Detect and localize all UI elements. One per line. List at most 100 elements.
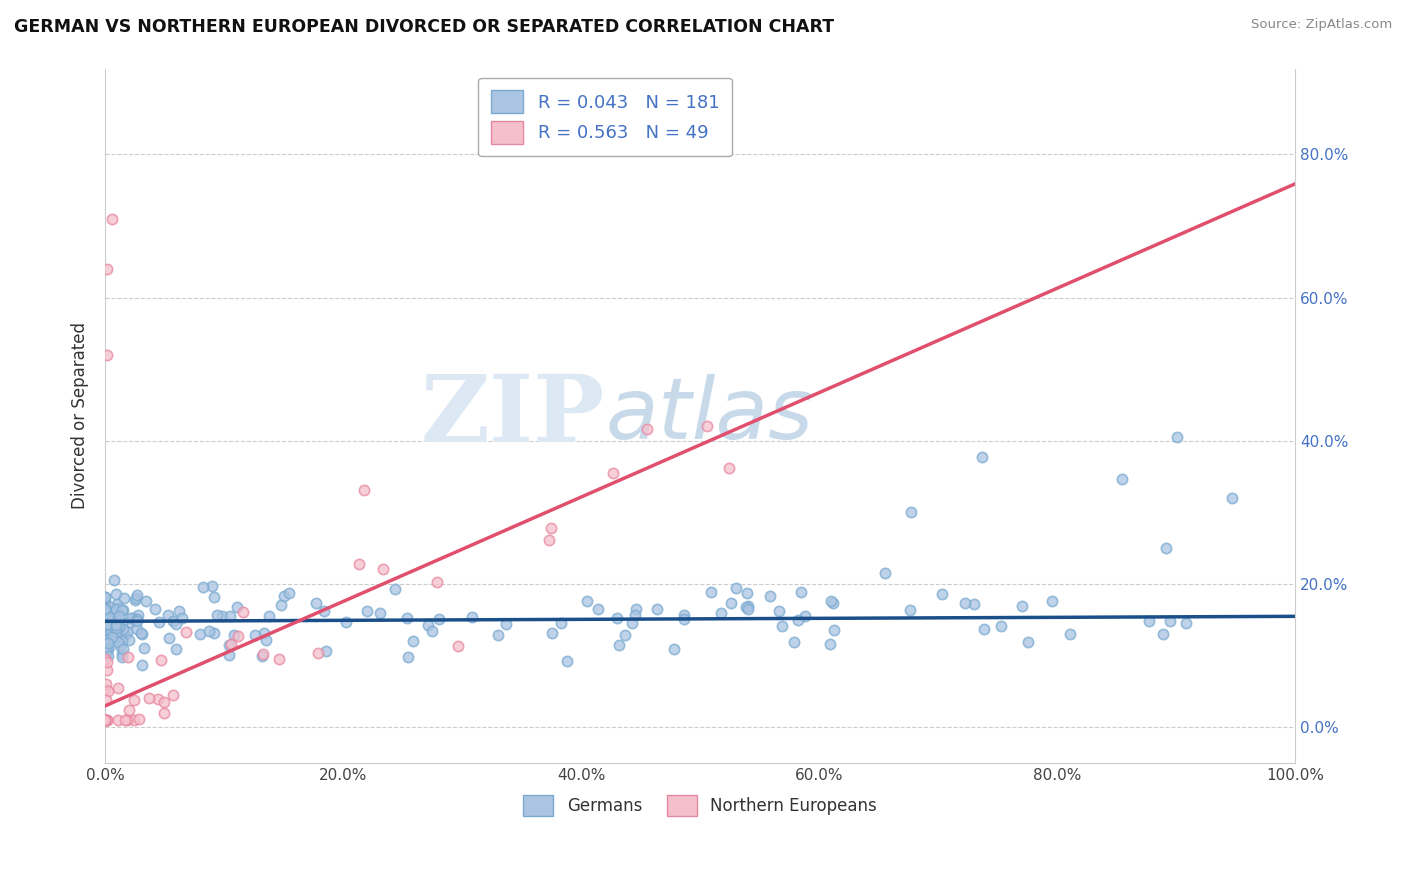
Point (107, 635, 129, 649)
Point (735, 586, 758, 600)
Point (153, 695, 176, 709)
Point (623, 607, 645, 622)
Point (110, 647, 132, 661)
Point (162, 614, 184, 628)
Point (205, 608, 228, 623)
Text: ZIP: ZIP (420, 371, 605, 461)
Point (662, 641, 685, 656)
Point (224, 627, 246, 641)
Point (315, 644, 337, 658)
Point (105, 597, 128, 611)
Point (972, 450, 994, 464)
Point (193, 580, 215, 594)
Point (335, 615, 357, 629)
Point (107, 713, 129, 727)
Point (416, 618, 439, 632)
Point (624, 601, 647, 615)
Point (770, 618, 793, 632)
Point (94, 648, 117, 663)
Point (165, 641, 187, 656)
Point (100, 211, 122, 226)
Point (673, 608, 696, 623)
Point (219, 637, 242, 651)
Point (105, 625, 128, 640)
Point (219, 608, 242, 623)
Point (118, 632, 141, 647)
Point (103, 574, 125, 588)
Point (447, 639, 470, 653)
Point (148, 615, 170, 629)
Point (167, 604, 190, 618)
Point (94, 713, 117, 727)
Point (120, 611, 142, 625)
Point (100, 622, 122, 636)
Point (94, 633, 117, 648)
Point (96, 611, 118, 625)
Point (94, 677, 117, 691)
Point (111, 634, 134, 648)
Point (786, 613, 808, 627)
Point (1040, 594, 1063, 608)
Point (201, 579, 224, 593)
Point (101, 617, 124, 632)
Point (118, 703, 141, 717)
Point (1152, 627, 1174, 641)
Point (724, 581, 747, 595)
Point (98, 614, 121, 628)
Point (202, 590, 225, 604)
Point (250, 649, 273, 664)
Point (586, 602, 609, 616)
Point (153, 706, 176, 720)
Point (162, 688, 184, 702)
Point (226, 629, 249, 643)
Point (538, 533, 561, 548)
Point (823, 624, 845, 638)
Point (720, 596, 742, 610)
Point (94, 649, 117, 664)
Point (710, 606, 733, 620)
Point (174, 625, 197, 640)
Point (737, 602, 759, 616)
Point (98, 599, 121, 614)
Point (129, 626, 152, 640)
Point (427, 612, 450, 626)
Point (108, 609, 131, 624)
Point (820, 594, 842, 608)
Point (226, 599, 249, 614)
Point (307, 646, 329, 660)
Point (103, 605, 125, 619)
Point (495, 616, 517, 631)
Point (98, 610, 121, 624)
Point (122, 693, 145, 707)
Point (111, 650, 134, 665)
Point (460, 610, 482, 624)
Point (94, 623, 117, 637)
Point (131, 627, 153, 641)
Point (267, 651, 290, 665)
Point (94, 594, 117, 608)
Point (188, 627, 211, 641)
Point (94, 713, 117, 727)
Point (734, 600, 756, 615)
Point (620, 615, 643, 630)
Point (117, 625, 139, 640)
Point (107, 681, 129, 695)
Point (231, 605, 253, 619)
Point (873, 566, 896, 580)
Point (97, 618, 120, 632)
Point (112, 591, 135, 606)
Point (254, 632, 277, 647)
Point (108, 639, 131, 653)
Point (103, 618, 125, 632)
Point (111, 603, 134, 617)
Point (108, 620, 131, 634)
Point (368, 606, 391, 620)
Point (105, 618, 128, 632)
Point (384, 582, 406, 597)
Text: atlas: atlas (605, 375, 813, 458)
Point (107, 619, 129, 633)
Point (94, 681, 117, 696)
Point (131, 658, 153, 673)
Point (127, 612, 149, 626)
Point (94, 640, 117, 655)
